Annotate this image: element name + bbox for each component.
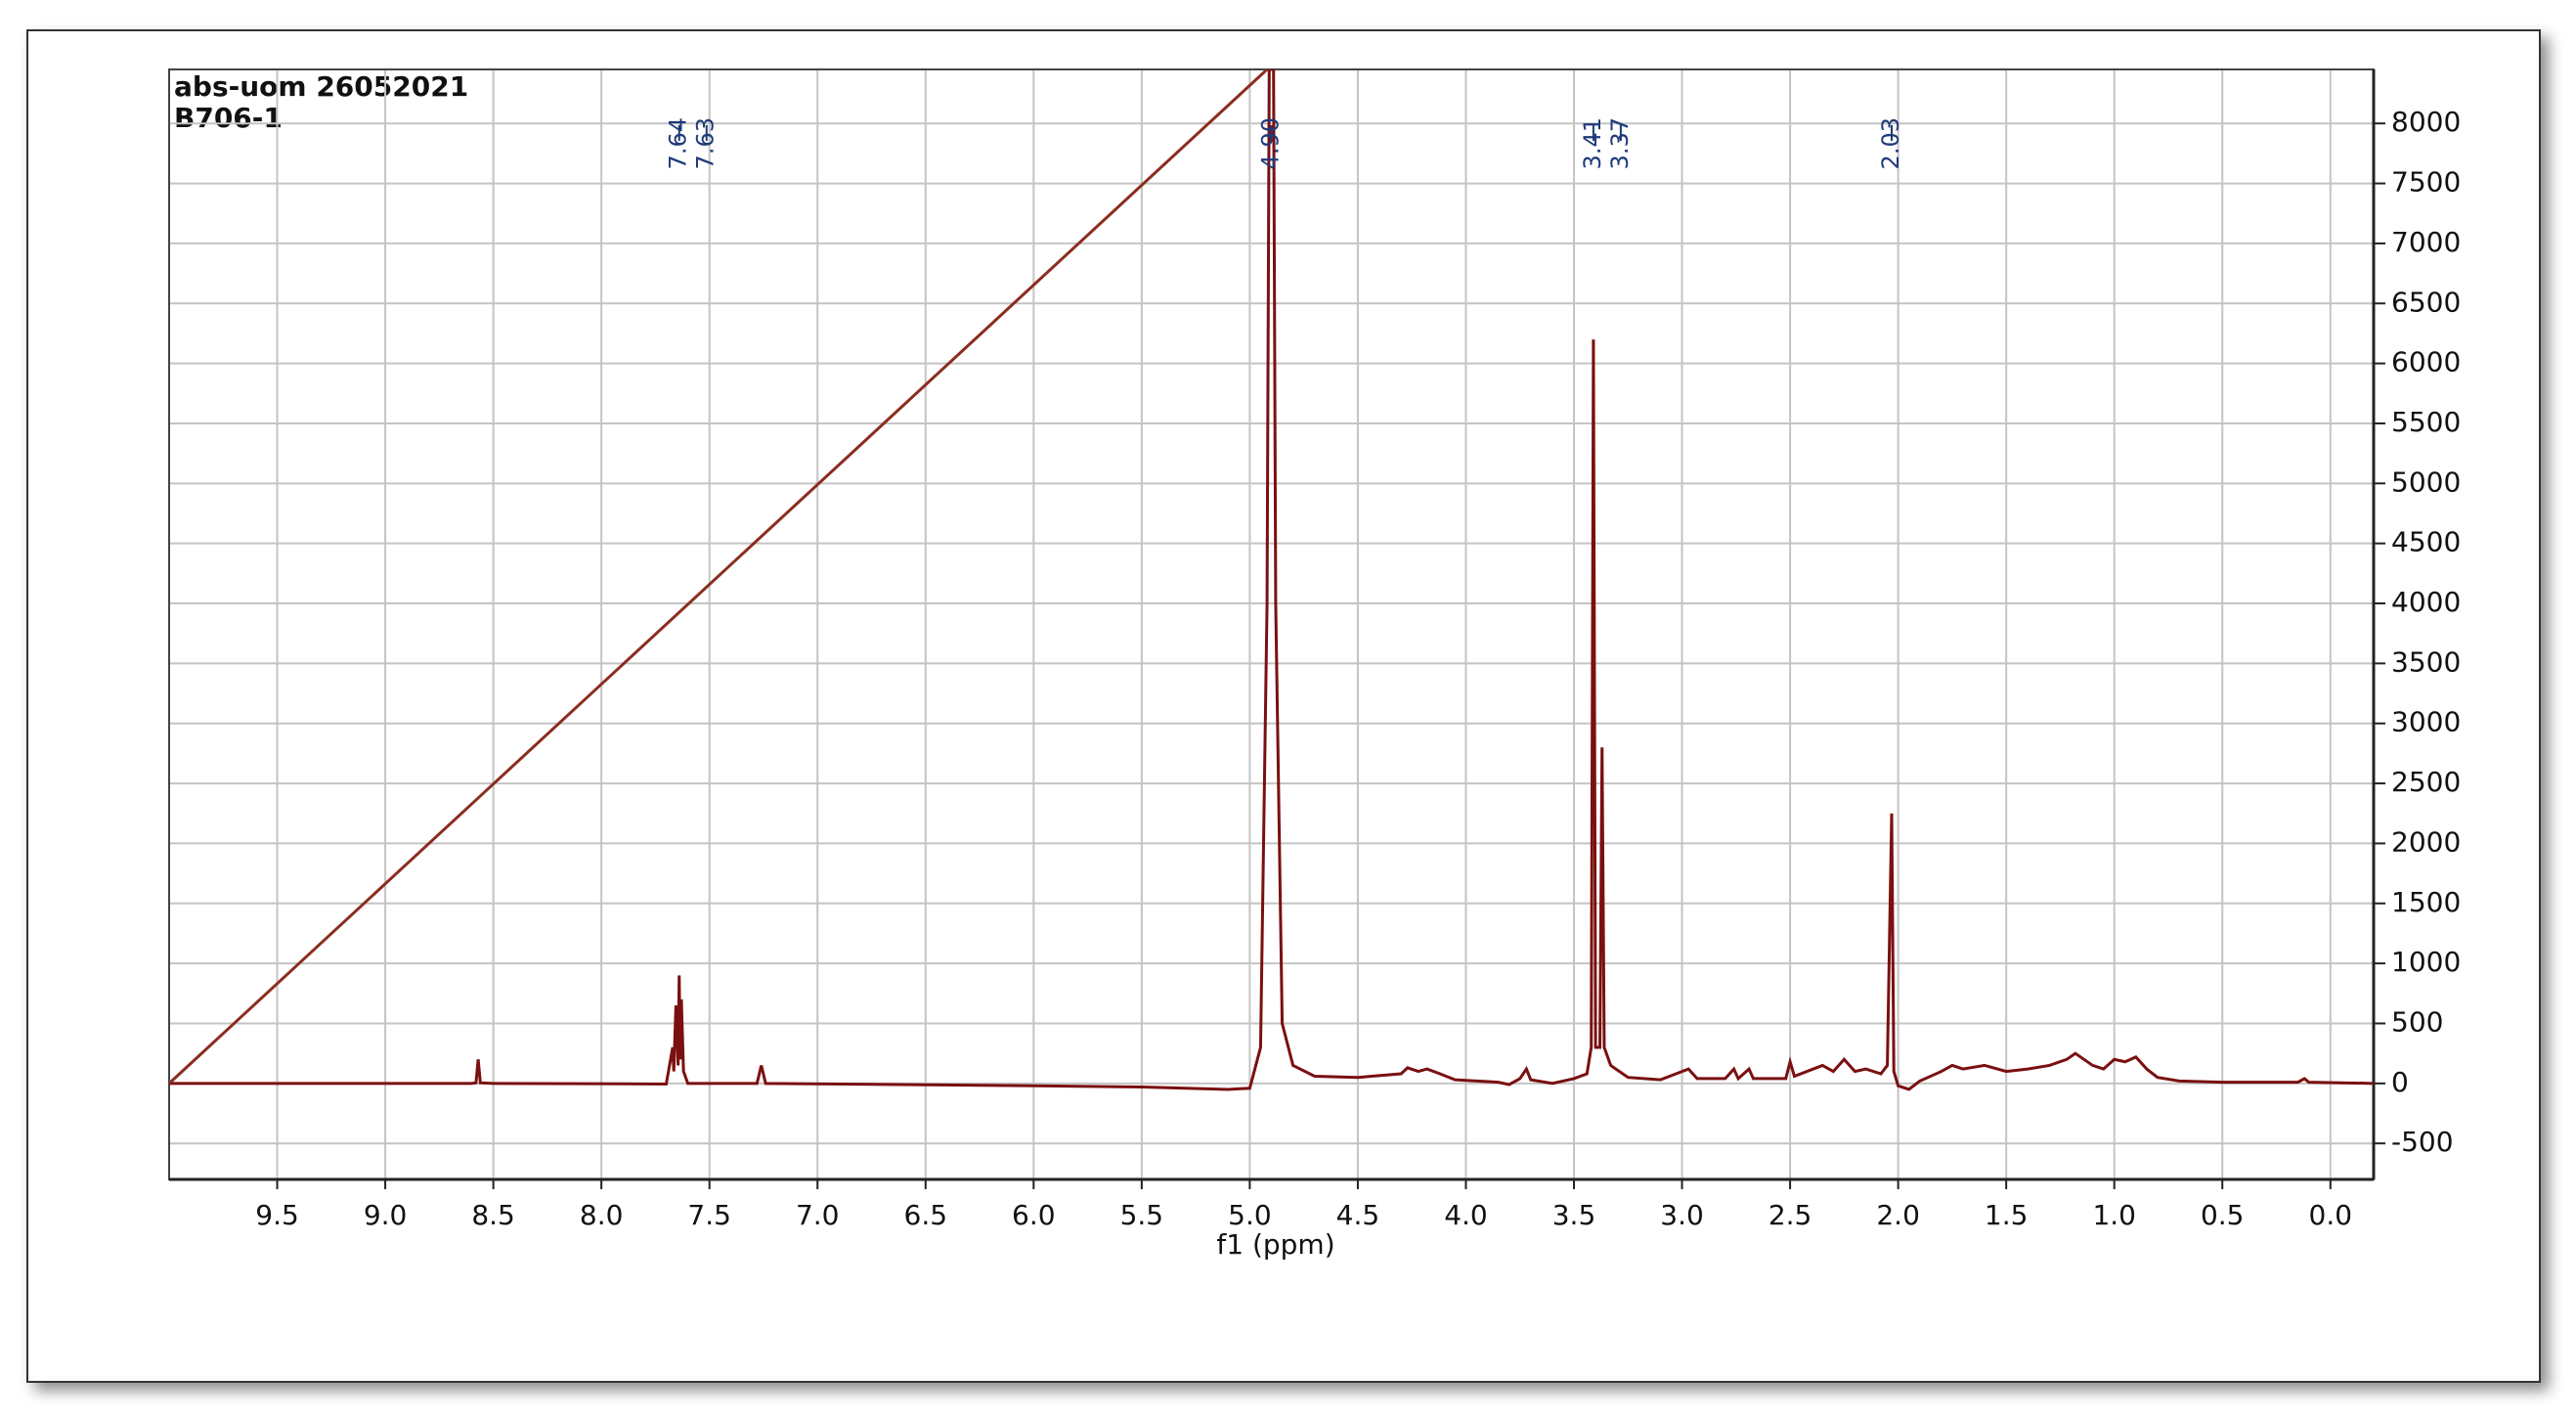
x-tick-label: 1.0	[2092, 1199, 2136, 1231]
x-tick-label: 3.5	[1552, 1199, 1596, 1231]
x-tick-label: 6.5	[904, 1199, 948, 1231]
y-tick-label: 2000	[2391, 825, 2461, 858]
y-tick-label: 4500	[2391, 526, 2461, 558]
x-axis-label: f1 (ppm)	[1216, 1228, 1334, 1261]
y-tick-label: 2500	[2391, 766, 2461, 798]
x-tick-label: 3.0	[1660, 1199, 1704, 1231]
y-tick-label: 1000	[2391, 946, 2461, 978]
y-tick-label: 0	[2391, 1066, 2409, 1098]
x-tick-label: 7.0	[796, 1199, 840, 1231]
chart-frame	[26, 29, 2541, 1383]
x-tick-label: 9.0	[364, 1199, 408, 1231]
x-tick-label: 8.0	[580, 1199, 624, 1231]
peak-label: 7.64	[665, 117, 692, 169]
header-line: abs-uom 26052021	[174, 70, 468, 103]
x-tick-label: 4.0	[1444, 1199, 1488, 1231]
y-tick-label: -500	[2391, 1126, 2454, 1158]
peak-label: 7.63	[692, 117, 720, 169]
y-tick-label: 8000	[2391, 106, 2461, 138]
peak-label: 4.90	[1257, 117, 1285, 169]
y-tick-label: 6000	[2391, 346, 2461, 378]
x-tick-label: 5.0	[1228, 1199, 1272, 1231]
spectrum-line	[169, 69, 2374, 1091]
y-tick-label: 6500	[2391, 286, 2461, 318]
y-tick-label: 500	[2391, 1005, 2443, 1038]
x-tick-label: 0.0	[2309, 1199, 2353, 1231]
header-line: B706-1	[174, 102, 283, 134]
x-tick-label: 7.5	[687, 1199, 731, 1231]
y-tick-label: 3500	[2391, 645, 2461, 678]
x-tick-label: 8.5	[471, 1199, 515, 1231]
x-tick-label: 5.5	[1120, 1199, 1164, 1231]
plot-border	[168, 68, 2375, 1180]
y-tick-label: 7000	[2391, 226, 2461, 258]
x-tick-label: 1.5	[1985, 1199, 2029, 1231]
peak-label: 3.41	[1579, 117, 1606, 169]
y-tick-label: 5000	[2391, 466, 2461, 498]
x-tick-label: 2.5	[1768, 1199, 1812, 1231]
peak-label: 3.37	[1606, 117, 1634, 169]
y-tick-label: 7500	[2391, 166, 2461, 199]
y-tick-label: 1500	[2391, 886, 2461, 918]
x-tick-label: 0.5	[2201, 1199, 2245, 1231]
x-tick-label: 9.5	[255, 1199, 299, 1231]
y-tick-label: 3000	[2391, 706, 2461, 738]
y-tick-label: 5500	[2391, 406, 2461, 438]
x-tick-label: 4.5	[1336, 1199, 1380, 1231]
x-tick-label: 6.0	[1012, 1199, 1056, 1231]
y-tick-label: 4000	[2391, 586, 2461, 618]
peak-label: 2.03	[1877, 117, 1904, 169]
x-tick-label: 2.0	[1876, 1199, 1920, 1231]
spectrum-line	[169, 69, 1269, 1085]
